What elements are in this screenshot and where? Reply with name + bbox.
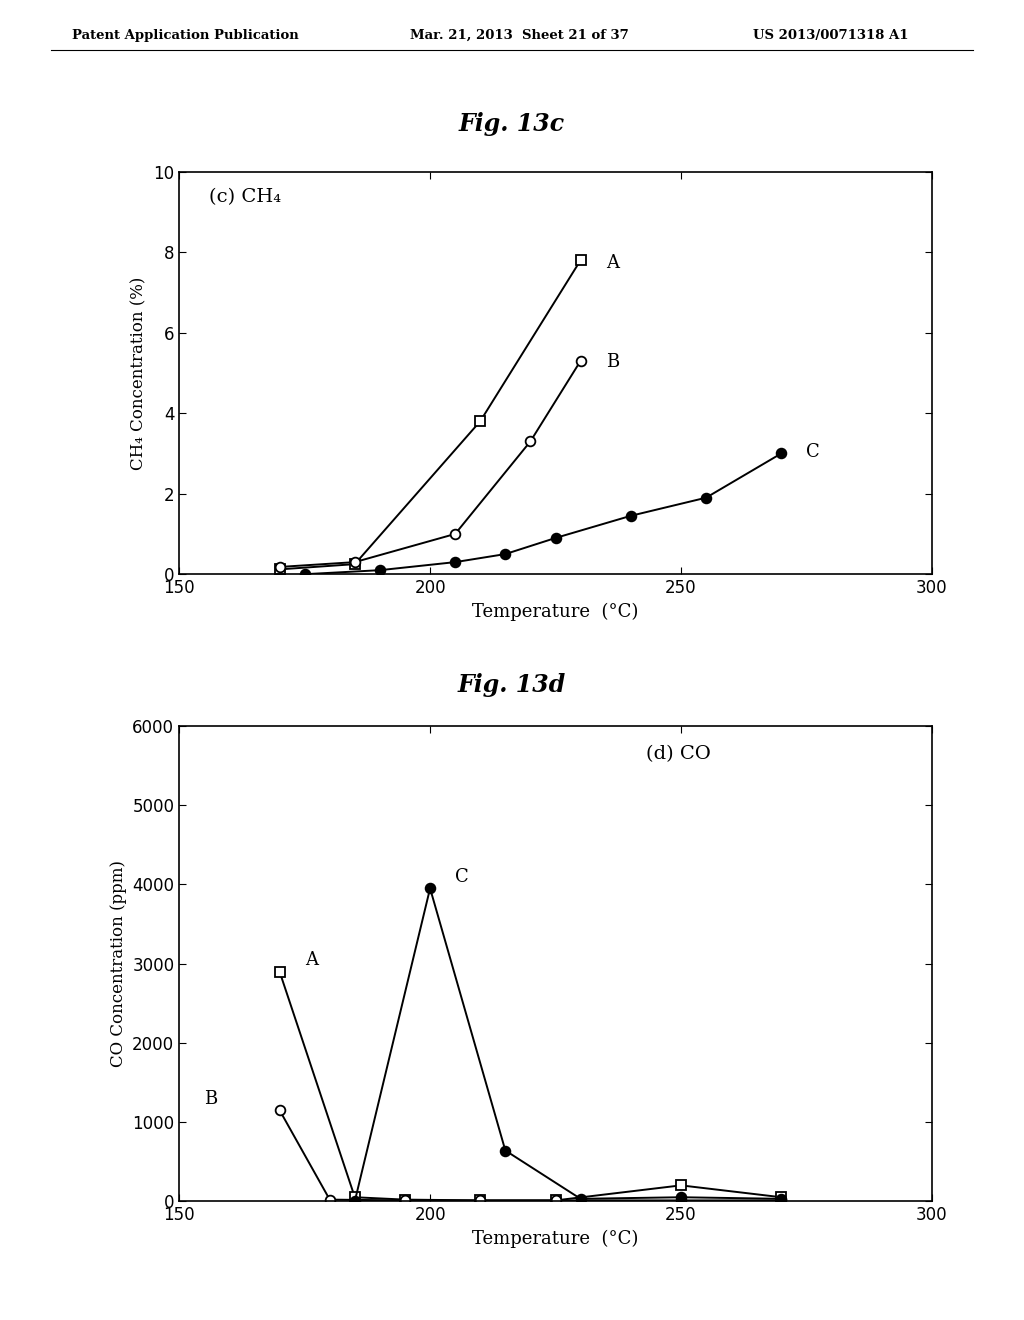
Text: Patent Application Publication: Patent Application Publication: [72, 29, 298, 42]
X-axis label: Temperature  (°C): Temperature (°C): [472, 1230, 639, 1247]
X-axis label: Temperature  (°C): Temperature (°C): [472, 603, 639, 620]
Text: B: B: [606, 352, 618, 371]
Text: C: C: [456, 869, 469, 886]
Text: B: B: [205, 1090, 217, 1107]
Text: Mar. 21, 2013  Sheet 21 of 37: Mar. 21, 2013 Sheet 21 of 37: [410, 29, 629, 42]
Text: US 2013/0071318 A1: US 2013/0071318 A1: [753, 29, 908, 42]
Text: A: A: [606, 255, 618, 272]
Text: (c) CH₄: (c) CH₄: [209, 187, 282, 206]
Text: Fig. 13c: Fig. 13c: [459, 112, 565, 136]
Y-axis label: CO Concentration (ppm): CO Concentration (ppm): [110, 861, 127, 1067]
Text: A: A: [305, 952, 317, 969]
Text: Fig. 13d: Fig. 13d: [458, 673, 566, 697]
Y-axis label: CH₄ Concentration (%): CH₄ Concentration (%): [131, 276, 147, 470]
Text: C: C: [807, 444, 820, 462]
Text: (d) CO: (d) CO: [646, 744, 711, 763]
